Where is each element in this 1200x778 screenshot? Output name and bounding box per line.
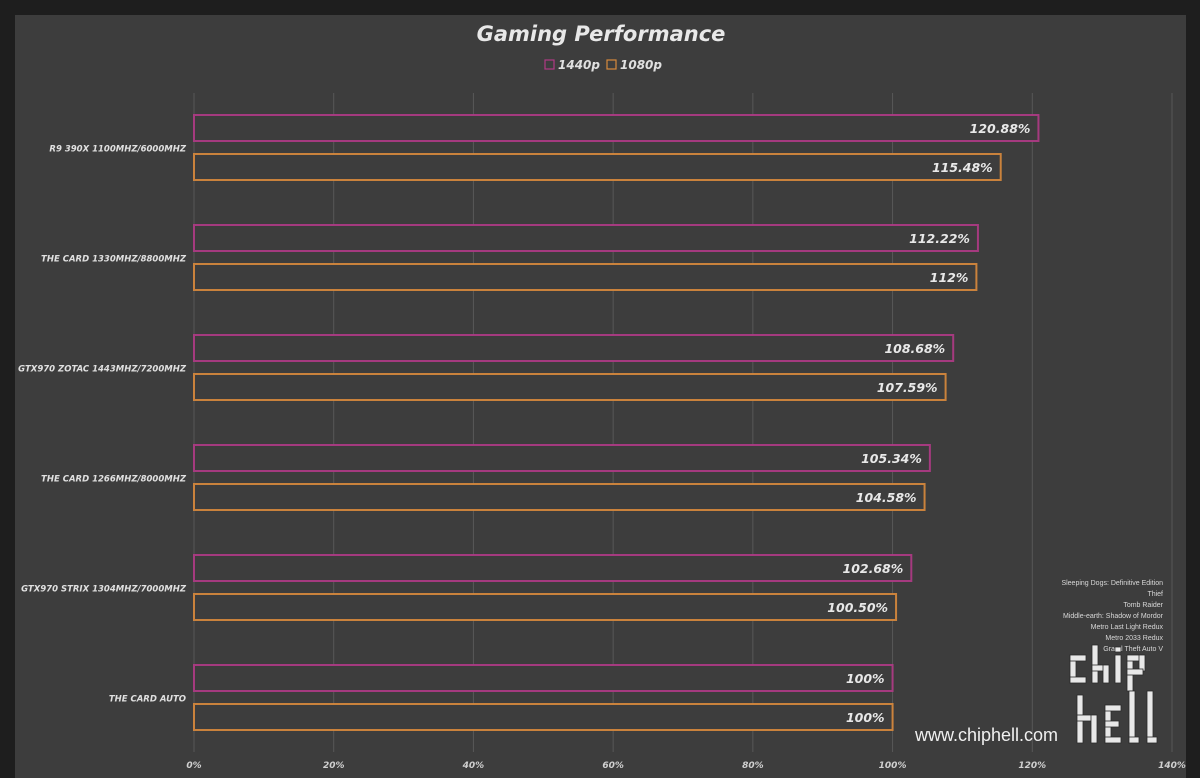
data-label-1080p: 100.50% [827,600,888,615]
category-label: THE CARD 1266MHZ/8000MHZ [41,475,187,485]
data-label-1440p: 112.22% [909,231,970,246]
bar-1080p [193,153,1002,181]
bar-1080p [193,483,926,511]
data-label-1440p: 120.88% [970,121,1031,136]
legend-label-1080p: 1080p [620,58,662,72]
games-note-line: Metro Last Light Redux [1091,624,1164,631]
legend-label-1440p: 1440p [558,58,600,72]
games-note-line: Middle-earth: Shadow of Mordor [1063,613,1164,620]
bar-1440p [193,664,894,692]
data-label-1080p: 100% [846,710,885,725]
data-label-1440p: 105.34% [861,451,922,466]
bar-1080p [193,263,978,291]
chiphell-logo [1069,644,1158,744]
bar-1080p [193,703,894,731]
x-tick-label: 120% [1018,761,1046,771]
x-tick-label: 20% [323,761,345,771]
bar-1440p [193,554,913,582]
x-tick-label: 0% [186,761,201,771]
gaming-performance-chart: Gaming Performance 1440p 1080p 0% 20% 40% 60% 8… [18,22,1186,771]
games-note-line: Thief [1147,591,1163,598]
category-label: R9 390X 1100MHZ/6000MHZ [49,145,186,155]
category-label: THE CARD AUTO [109,695,186,705]
chart-title: Gaming Performance [477,22,726,46]
bar-1080p [193,373,947,401]
data-label-1080p: 107.59% [877,380,938,395]
data-label-1440p: 108.68% [884,341,945,356]
legend-swatch-1440p [544,59,555,70]
x-tick-label: 100% [879,761,907,771]
x-tick-label: 40% [462,761,485,771]
data-label-1440p: 102.68% [843,561,904,576]
category-label: GTX970 ZOTAC 1443MHZ/7200MHZ [18,365,187,375]
bar-1080p [193,593,898,621]
watermark-url: www.chiphell.com [914,725,1058,745]
x-tick-label: 80% [742,761,764,771]
games-note-line: Grand Theft Auto V [1103,646,1163,653]
x-tick-label: 140% [1158,761,1186,771]
games-note-line: Sleeping Dogs: Definitive Edition [1061,580,1163,587]
data-label-1080p: 112% [930,270,969,285]
data-label-1440p: 100% [846,671,885,686]
bar-1440p [193,224,979,252]
legend-swatch-1080p [606,59,617,70]
chart-frame: Gaming Performance 1440p 1080p 0% 20% 40% 60% 8… [15,15,1186,778]
category-label: THE CARD 1330MHZ/8800MHZ [41,255,187,265]
bar-1440p [193,444,931,472]
data-label-1080p: 104.58% [856,490,917,505]
games-note-line: Metro 2033 Redux [1105,635,1163,642]
data-label-1080p: 115.48% [932,160,993,175]
category-label: GTX970 STRIX 1304MHZ/7000MHZ [21,585,187,595]
games-note-line: Tomb Raider [1123,602,1163,609]
bar-1440p [193,334,955,362]
bar-1440p [193,114,1040,142]
x-tick-label: 60% [602,761,624,771]
